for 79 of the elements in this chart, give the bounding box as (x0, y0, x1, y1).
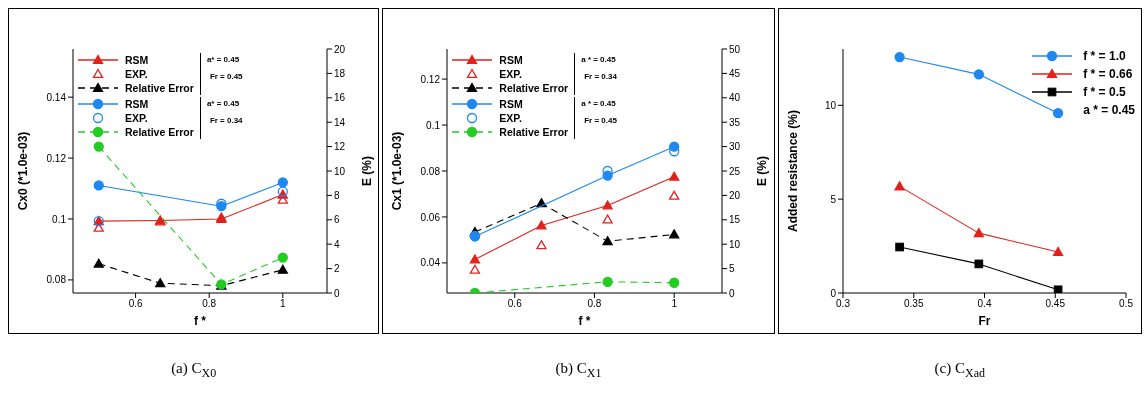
y2-tick-label: 4 (334, 238, 340, 250)
legend-label: RSM (499, 54, 523, 66)
y2-tick-label: 8 (334, 189, 340, 201)
y-axis-title: Cx0 (*1.0e-03) (16, 131, 31, 211)
y-tick-label: 0.1 (426, 119, 441, 131)
x-tick-label: 0.3 (835, 298, 851, 310)
legend-label: Relative Error (499, 82, 569, 94)
y2-tick-label: 5 (729, 263, 736, 275)
legend-label: f * = 1.0 (1083, 49, 1126, 63)
x-tick-label: 0.4 (977, 298, 992, 310)
legend-label: Relative Error (125, 126, 194, 138)
x-tick-label: 1 (671, 298, 678, 310)
y2-axis-title: E (%) (360, 156, 375, 186)
legend-label: Relative Error (125, 82, 194, 94)
annotation: Fr = 0.34 (583, 72, 617, 81)
x-tick-label: 0.8 (202, 298, 217, 310)
y-tick-label: 0.14 (46, 91, 67, 103)
x-tick-label: 0.5 (1118, 298, 1134, 310)
y-tick-label: 5 (830, 193, 837, 205)
legend-label: EXP. (125, 68, 148, 80)
y2-tick-label: 10 (729, 238, 741, 250)
annotation: a * = 0.45 (1082, 102, 1135, 119)
x-tick-label: 0.6 (508, 298, 523, 310)
annotation: Fr = 0.45 (583, 116, 617, 125)
y2-tick-label: 25 (729, 165, 741, 177)
x-tick-label: 0.8 (587, 298, 603, 310)
y2-tick-label: 15 (729, 214, 741, 226)
legend-label: EXP. (499, 112, 522, 124)
y2-tick-label: 0 (334, 287, 340, 299)
y2-tick-label: 40 (729, 92, 741, 104)
y2-tick-label: 16 (334, 92, 346, 104)
y2-tick-label: 6 (334, 214, 340, 226)
y-tick-label: 0.1 (52, 213, 67, 225)
x-axis-title: f * (194, 314, 207, 328)
legend-label: Relative Error (499, 126, 569, 138)
y2-tick-label: 14 (334, 116, 346, 128)
legend-label: f * = 0.66 (1083, 67, 1133, 81)
y2-tick-label: 45 (729, 67, 741, 79)
y-tick-label: 0.08 (46, 274, 67, 286)
y2-tick-label: 0 (729, 287, 736, 299)
annotation: Fr = 0.45 (208, 72, 243, 81)
y2-tick-label: 35 (729, 116, 741, 128)
y-tick-label: 0.06 (420, 211, 441, 223)
annotation: a* = 0.45 (206, 99, 241, 110)
x-tick-label: 0.35 (903, 298, 924, 310)
x-axis-title: f * (578, 314, 592, 328)
y-tick-label: 0.12 (420, 73, 441, 85)
y-axis-title: Cx1 (*1.0e-03) (390, 131, 405, 211)
legend-label: f * = 0.5 (1083, 85, 1126, 99)
text: (b) C$_{X1}$ (554, 360, 603, 381)
y2-tick-label: 20 (729, 189, 741, 201)
annotation: Fr = 0.34 (208, 116, 243, 125)
y2-tick-label: 20 (334, 43, 346, 55)
legend-label: RSM (125, 54, 149, 66)
y2-axis-title: E (%) (755, 156, 770, 186)
legend-label: RSM (125, 98, 149, 110)
x-tick-label: 0.45 (1045, 298, 1066, 310)
y2-tick-label: 30 (729, 141, 741, 153)
x-tick-label: 1 (280, 298, 287, 310)
legend-label: EXP. (125, 112, 148, 124)
y-tick-label: 0.12 (46, 152, 67, 164)
y-tick-label: 10 (824, 99, 837, 111)
y2-tick-label: 12 (334, 141, 346, 153)
y2-tick-label: 2 (334, 263, 340, 275)
y-tick-label: 0.08 (420, 165, 441, 177)
legend-label: EXP. (499, 68, 522, 80)
annotation: a* = 0.45 (206, 55, 241, 66)
y2-tick-label: 18 (334, 67, 346, 79)
annotation: a * = 0.45 (581, 55, 617, 66)
annotation: a * = 0.45 (581, 99, 617, 110)
y-tick-label: 0 (830, 287, 837, 299)
x-axis-title: Fr (978, 314, 991, 328)
y-axis-title: Added resistance (%) (785, 109, 800, 233)
text: (a) C$_{X0}$ (170, 360, 218, 381)
x-tick-label: 0.6 (128, 298, 143, 310)
y2-tick-label: 50 (729, 43, 741, 55)
y-tick-label: 0.04 (420, 257, 441, 269)
legend-label: RSM (499, 98, 523, 110)
y2-tick-label: 10 (334, 165, 346, 177)
